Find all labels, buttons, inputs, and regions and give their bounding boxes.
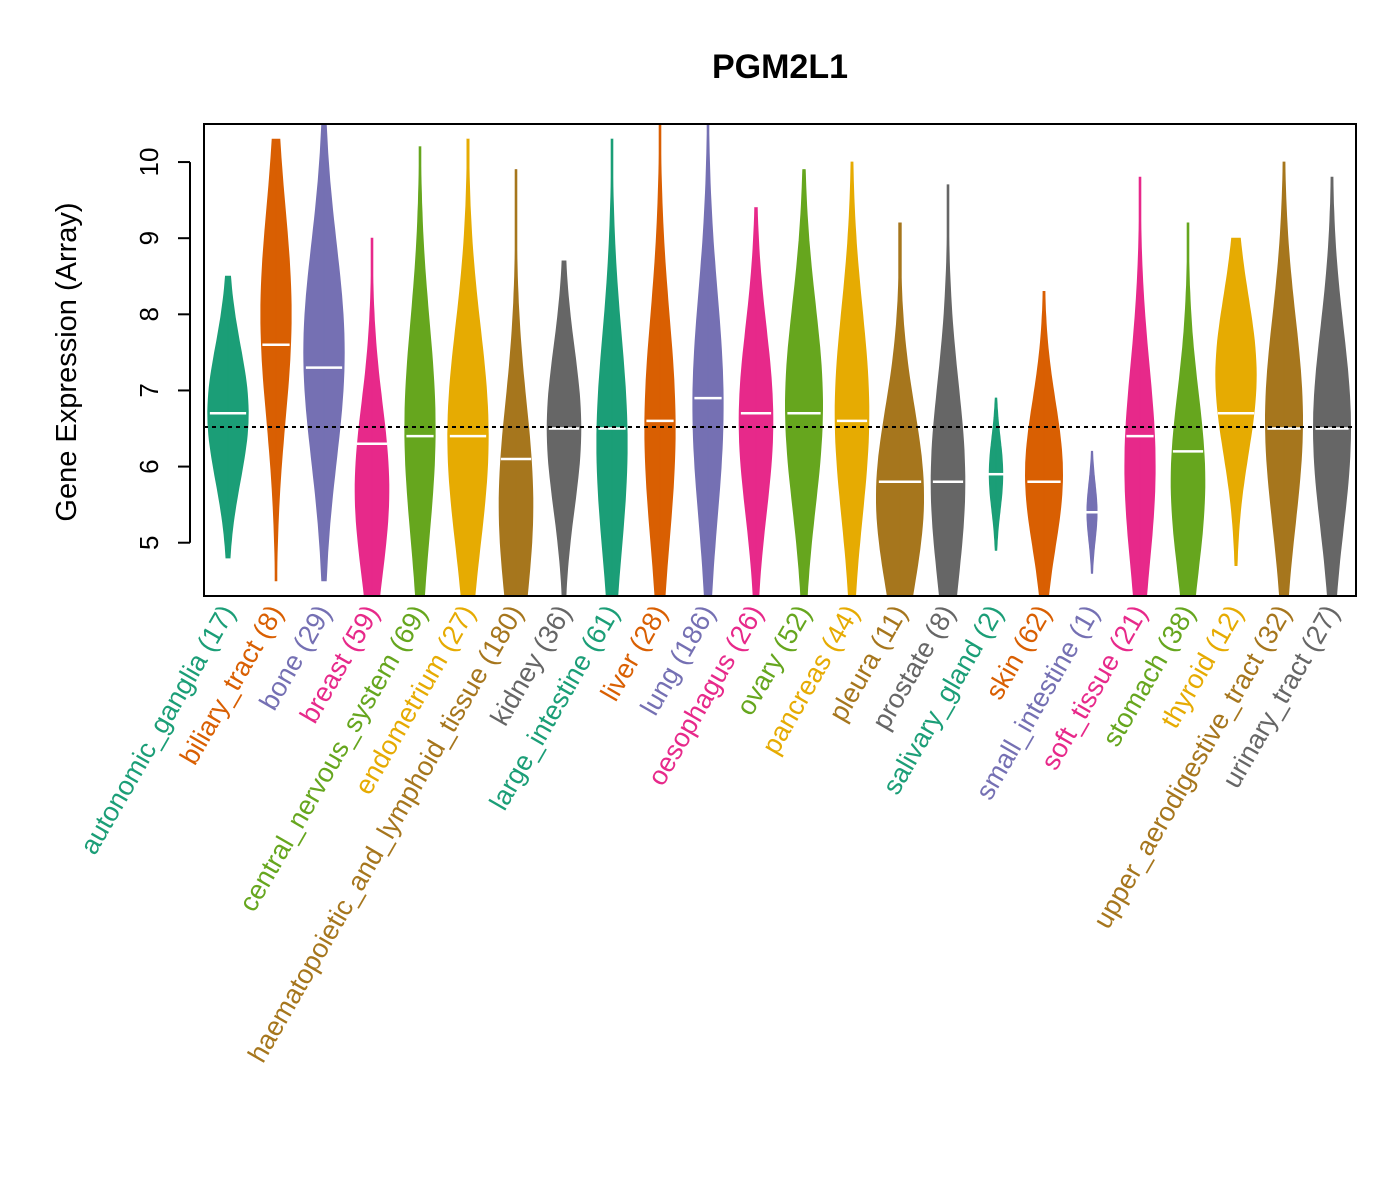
violin-endometrium [447,138,489,597]
chart-title: PGM2L1 [712,48,848,86]
y-tick-label: 6 [134,459,164,473]
violin-prostate [930,184,966,597]
violin-bone [303,123,345,582]
y-tick-label: 5 [134,535,164,549]
plot-frame [203,123,1357,597]
violin-stomach [1170,222,1206,597]
violin-haematopoietic_and_lymphoid_tissue [498,169,534,597]
violin-thyroid [1215,237,1257,566]
y-tick-label: 7 [134,383,164,397]
y-tick-label: 8 [134,307,164,321]
violin-liver [644,123,676,597]
violin-central_nervous_system [404,146,436,597]
violin-skin [1024,290,1064,597]
violin-ovary [785,169,823,597]
y-axis-label: Gene Expression (Array) [51,202,83,521]
violin-autonomic_ganglia [207,275,249,559]
violin-pleura [876,222,924,597]
violin-oesophagus [738,207,774,597]
violin-soft_tissue [1124,176,1156,597]
violin-lung [692,123,724,597]
x-axis-labels: autonomic_ganglia (17)biliary_tract (8)b… [74,600,1345,1067]
violin-layer [207,123,1352,597]
violin-small_intestine [1084,450,1100,574]
y-axis: 5 6 7 8 9 10 [134,148,191,550]
y-tick-label: 9 [134,231,164,245]
violin-urinary_tract [1312,176,1352,597]
y-tick-label: 10 [134,148,164,177]
violin-large_intestine [596,138,628,597]
violin-biliary_tract [260,138,292,582]
violin-kidney [546,260,582,597]
violin-pancreas [834,161,870,597]
violin-breast [354,237,390,597]
violin-salivary_gland [988,397,1004,551]
violin-upper_aerodigestive_tract [1265,161,1303,597]
